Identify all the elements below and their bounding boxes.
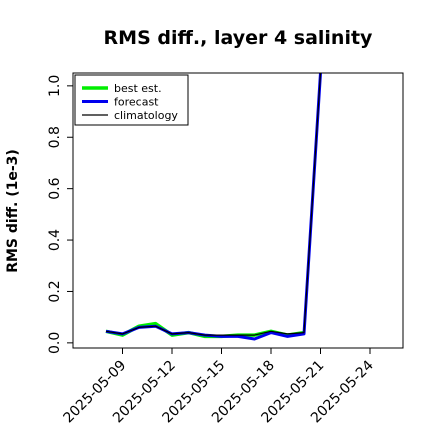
y-axis-label: RMS diff. (1e-3): [5, 149, 21, 273]
y-tick-label: 0.2: [47, 280, 63, 302]
legend-label: climatology: [114, 109, 178, 122]
y-tick-label: 1.0: [47, 75, 63, 97]
legend-label: forecast: [114, 96, 159, 109]
x-axis-ticks: 2025-05-092025-05-122025-05-152025-05-18…: [60, 348, 377, 426]
plot-frame: [72, 72, 404, 349]
y-tick-label: 0.8: [47, 126, 63, 148]
series-layer: [105, 73, 322, 341]
y-tick-label: 0.0: [47, 332, 63, 354]
legend-label: best est.: [114, 82, 162, 95]
series-line-climatology: [105, 73, 322, 336]
y-axis-ticks: 0.0 0.2 0.4 0.6 0.8 1.0: [47, 75, 73, 354]
y-tick-label: 0.6: [47, 177, 63, 199]
y-tick-label: 0.4: [47, 229, 63, 251]
chart-title: RMS diff., layer 4 salinity: [104, 27, 374, 49]
